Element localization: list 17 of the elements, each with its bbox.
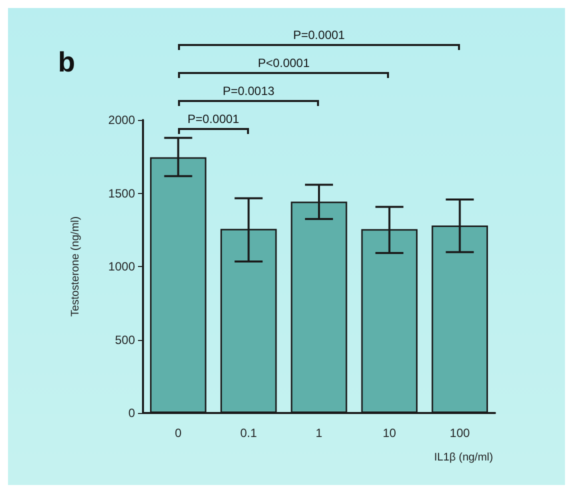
y-tick-label: 2000 <box>108 113 136 127</box>
y-tick-label: 1000 <box>108 260 136 274</box>
chart-title: b <box>58 46 76 78</box>
text: P<0.0001 <box>256 56 311 70</box>
x-tick-label: 100 <box>450 426 470 440</box>
y-axis-title: Testosterone (ng/ml) <box>70 216 82 317</box>
x-tick-label: 0.1 <box>240 426 258 440</box>
y-tick-label: 500 <box>114 332 136 347</box>
text: P=0.0001 <box>292 28 346 42</box>
x-tick-label: 1 <box>316 426 323 440</box>
annotation: P=0.0001 <box>186 112 240 126</box>
x-tick-label: 0 <box>174 426 182 440</box>
x-tick-label: 10 <box>382 426 396 440</box>
x-axis-title: IL1β (ng/ml) <box>434 452 494 464</box>
y-tick-label: 1500 <box>108 186 136 200</box>
y-tick-label: 0 <box>128 406 136 420</box>
text: P=0.0013 <box>222 84 276 98</box>
